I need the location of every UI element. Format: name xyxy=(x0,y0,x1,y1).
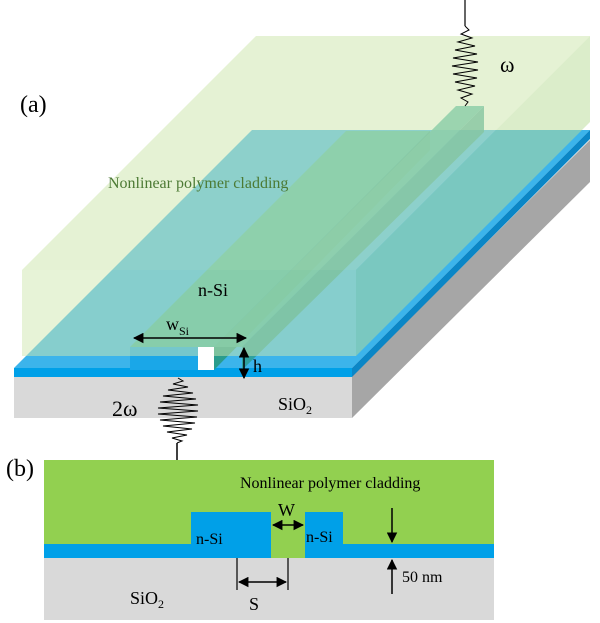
spacing-label: S xyxy=(249,594,259,614)
substrate-side-face xyxy=(352,140,590,418)
width-label: wSi xyxy=(166,314,190,338)
ridge-right-b xyxy=(305,512,343,558)
substrate-label-b: SiO2 xyxy=(130,588,164,611)
nsi-label-left: n-Si xyxy=(196,531,223,548)
input-wave xyxy=(451,25,479,107)
substrate-b xyxy=(44,558,494,620)
gap-b xyxy=(271,544,305,558)
cladding-side xyxy=(356,36,590,356)
ridge-gap xyxy=(198,347,214,370)
input-freq-label: ω xyxy=(500,52,514,77)
cladding-label-b: Nonlinear polymer cladding xyxy=(240,475,420,492)
substrate-front-face xyxy=(14,376,352,418)
output-freq-label: 2ω xyxy=(112,396,137,421)
substrate-label-a: SiO2 xyxy=(278,394,312,417)
silicon-slab-side xyxy=(352,130,590,377)
panel-a: (a) Nonlinear polymer cladding n-Si wSi … xyxy=(14,0,590,472)
output-wave xyxy=(157,377,199,444)
cladding-label-a: Nonlinear polymer cladding xyxy=(108,175,288,192)
ridge-left-b xyxy=(191,512,271,558)
panel-a-label: (a) xyxy=(20,92,47,118)
nsi-label-right: n-Si xyxy=(306,529,333,546)
silicon-slab-front xyxy=(14,368,352,377)
panel-b: (b) Nonlinear polymer cladding n-Si n-Si… xyxy=(6,456,494,620)
cladding-top xyxy=(22,36,590,270)
nsi-label-a: n-Si xyxy=(198,280,228,300)
height-label: h xyxy=(253,356,262,376)
thickness-label: 50 nm xyxy=(402,569,443,586)
panel-b-label: (b) xyxy=(6,456,34,482)
cladding-front xyxy=(22,270,356,356)
gap-label: W xyxy=(278,500,295,520)
